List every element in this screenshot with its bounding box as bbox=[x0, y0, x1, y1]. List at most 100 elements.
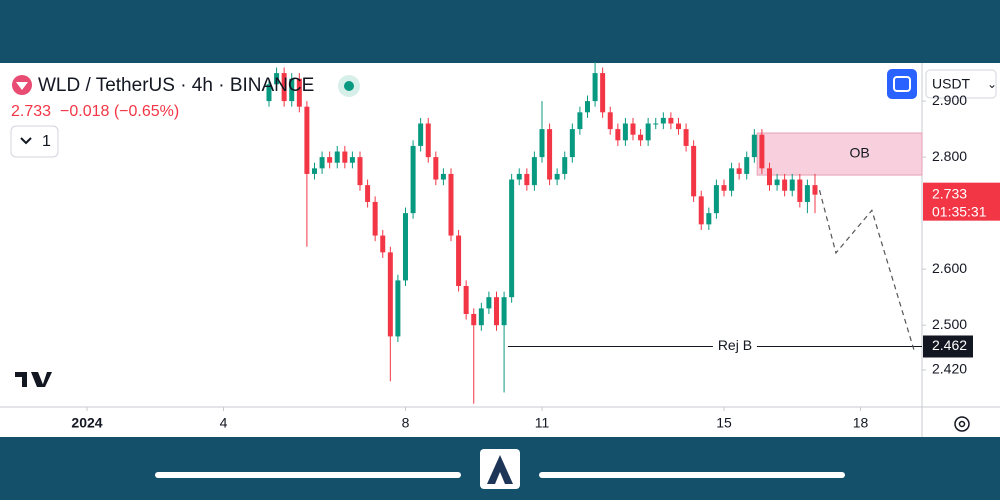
candle-body bbox=[751, 134, 757, 158]
chevron-icon bbox=[20, 137, 32, 145]
candle-body bbox=[463, 285, 469, 314]
candle-body bbox=[660, 117, 666, 124]
candle-body bbox=[584, 101, 590, 113]
level-price-box bbox=[923, 335, 973, 358]
candle-body bbox=[630, 123, 636, 135]
chart-title: WLD / TetherUS · 4h · BINANCE bbox=[38, 75, 314, 96]
candle-body bbox=[486, 297, 492, 309]
candle-body bbox=[547, 129, 553, 180]
candle-body bbox=[357, 157, 363, 186]
last-price-box bbox=[923, 182, 1000, 221]
candle-body bbox=[782, 179, 788, 191]
candle-body bbox=[736, 168, 742, 174]
indicator-count: 1 bbox=[42, 133, 51, 150]
order-block-zone bbox=[756, 132, 923, 176]
candle-body bbox=[493, 297, 499, 326]
x-tick-label: 4 bbox=[220, 415, 228, 431]
market-status-dot bbox=[344, 81, 354, 91]
candle-body bbox=[456, 235, 462, 286]
y-tick-label: 2.900 bbox=[932, 92, 967, 108]
candle-body bbox=[789, 179, 795, 191]
symbol-icon-glyph bbox=[16, 82, 28, 90]
candle-body bbox=[744, 157, 750, 174]
candle-body bbox=[501, 297, 507, 326]
candle-body bbox=[524, 173, 530, 186]
fullscreen-icon bbox=[893, 76, 911, 92]
candle-body bbox=[402, 213, 408, 281]
candle-body bbox=[395, 280, 401, 337]
candle-body bbox=[645, 123, 651, 141]
x-tick-label: 2024 bbox=[71, 415, 102, 431]
settings-icon[interactable] bbox=[954, 416, 970, 432]
y-tick-label: 2.500 bbox=[932, 316, 967, 332]
candle-body bbox=[327, 157, 333, 163]
last-price-axis: 2.733 bbox=[932, 185, 967, 201]
candle-body bbox=[410, 145, 416, 214]
candle-body bbox=[478, 308, 484, 326]
level-price-axis: 2.462 bbox=[932, 337, 967, 353]
candle-body bbox=[600, 73, 606, 113]
candle-body bbox=[562, 157, 568, 174]
candle-body bbox=[387, 252, 393, 337]
currency-selector[interactable] bbox=[925, 69, 997, 99]
plot-area: OB Rej B bbox=[266, 61, 923, 404]
candle-body bbox=[274, 73, 280, 85]
candle-body bbox=[668, 117, 674, 124]
candle-body bbox=[365, 185, 371, 202]
x-tick-label: 8 bbox=[402, 415, 410, 431]
candle-body bbox=[342, 151, 348, 163]
y-tick-label: 2.420 bbox=[932, 361, 967, 377]
rejection-label: Rej B bbox=[718, 337, 752, 353]
candle-body bbox=[592, 73, 598, 102]
x-tick-label: 15 bbox=[716, 415, 732, 431]
candle-body bbox=[531, 157, 537, 186]
candle-body bbox=[349, 157, 355, 163]
candle-body bbox=[516, 173, 522, 180]
candle-body bbox=[554, 173, 560, 180]
countdown: 01:35:31 bbox=[932, 203, 987, 219]
candle-body bbox=[577, 112, 583, 130]
candle-body bbox=[797, 179, 803, 202]
candle-body bbox=[615, 129, 621, 141]
candle-body bbox=[281, 73, 287, 102]
candle-body bbox=[380, 235, 386, 253]
price-change: −0.018 (−0.65%) bbox=[60, 103, 179, 120]
candle-body bbox=[683, 129, 689, 146]
candle-body bbox=[638, 134, 644, 141]
candle-body bbox=[706, 213, 712, 225]
fullscreen-button[interactable] bbox=[887, 69, 917, 99]
candle-body bbox=[675, 123, 681, 130]
candle-body bbox=[607, 112, 613, 130]
brand-logo-glyph bbox=[487, 455, 513, 484]
chart-panel bbox=[0, 63, 1000, 437]
candle-body bbox=[289, 78, 295, 102]
candle-body bbox=[721, 185, 727, 191]
candle-body bbox=[774, 179, 780, 186]
candle-body bbox=[759, 134, 765, 169]
zone-label: OB bbox=[849, 145, 869, 161]
candle-body bbox=[569, 129, 575, 158]
candle-body bbox=[766, 168, 772, 186]
candle-body bbox=[471, 313, 477, 326]
indicator-toggle[interactable] bbox=[10, 125, 59, 158]
candle-body bbox=[698, 196, 704, 225]
candle-body bbox=[713, 185, 719, 214]
candle-body bbox=[266, 84, 272, 102]
x-tick-label: 11 bbox=[535, 415, 550, 431]
candle-body bbox=[425, 123, 431, 158]
candle-body bbox=[319, 157, 325, 169]
projection-path bbox=[818, 190, 916, 353]
candle-body bbox=[691, 145, 697, 197]
tv-logo bbox=[15, 372, 52, 387]
rejection-label-bg bbox=[712, 337, 757, 356]
candle-body bbox=[440, 173, 446, 180]
candle-body bbox=[304, 106, 310, 174]
candle-body bbox=[311, 168, 317, 174]
y-tick-label: 2.800 bbox=[932, 148, 967, 164]
candle-body bbox=[622, 123, 628, 141]
candle-body bbox=[334, 151, 340, 163]
candle-body bbox=[539, 129, 545, 158]
x-tick-label: 18 bbox=[853, 415, 869, 431]
